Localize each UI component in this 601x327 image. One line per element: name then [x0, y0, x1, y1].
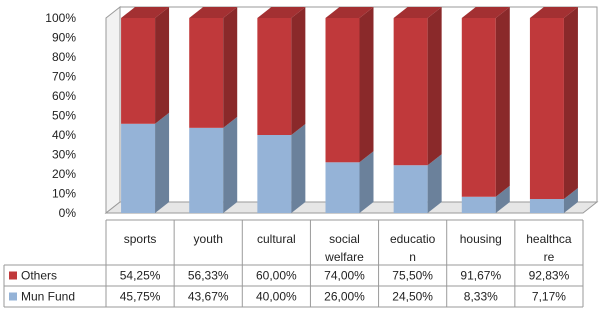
y-tick-label: 50%	[52, 109, 76, 123]
legend-swatch	[9, 271, 17, 280]
bar-side	[563, 188, 578, 213]
bar-top	[325, 7, 374, 18]
x-tick-label: social welfare	[324, 232, 364, 264]
y-tick-label: 100%	[45, 11, 76, 25]
bar-front	[325, 18, 360, 163]
bar-top	[393, 7, 442, 18]
y-tick-label: 10%	[52, 187, 76, 201]
data-label: 74,00%	[324, 269, 365, 283]
bar-side	[291, 7, 306, 135]
data-label: 91,67%	[460, 269, 501, 283]
data-label: 8,33%	[464, 290, 498, 304]
data-label: 60,00%	[256, 269, 297, 283]
bar-front	[529, 199, 564, 213]
bar-side	[495, 185, 510, 213]
bar-segment	[121, 7, 170, 124]
bar-segment	[325, 7, 374, 163]
bar-segment	[257, 124, 306, 213]
bar-side	[427, 7, 442, 166]
bar-front	[121, 123, 156, 213]
bar-front	[461, 196, 496, 213]
bar-side	[291, 124, 306, 213]
x-tick-label: sports	[124, 232, 157, 246]
bar-front	[393, 18, 428, 166]
bar-front	[257, 135, 292, 213]
bar-segment	[529, 7, 578, 200]
bar-segment	[189, 7, 238, 128]
data-label: 56,33%	[188, 269, 229, 283]
x-tick-label: youth	[194, 232, 223, 246]
x-tick-label: educatio n	[390, 232, 436, 264]
bar-front	[257, 18, 292, 135]
y-tick-label: 30%	[52, 148, 76, 162]
bar-segment	[393, 154, 442, 213]
bar-side	[223, 116, 238, 213]
bar-segment	[257, 7, 306, 135]
x-tick-label: healthca re	[526, 232, 572, 264]
bar-top	[257, 7, 306, 18]
bar-front	[461, 18, 496, 197]
bar-top	[121, 7, 170, 18]
bar-top	[529, 7, 578, 18]
data-label: 92,83%	[529, 269, 570, 283]
bar-front	[189, 127, 224, 213]
bar-segment	[461, 185, 510, 213]
bar-front	[121, 18, 156, 124]
bar-segment	[121, 112, 170, 213]
bars	[121, 7, 578, 213]
bar-top	[189, 7, 238, 18]
bar-front	[393, 165, 428, 213]
data-label: 7,17%	[532, 290, 566, 304]
bar-side	[563, 7, 578, 200]
bar-segment	[461, 7, 510, 197]
bar-side	[495, 7, 510, 197]
bar-segment	[325, 151, 374, 213]
x-tick-label: housing	[460, 232, 502, 246]
bar-side	[155, 112, 170, 213]
y-tick-label: 20%	[52, 167, 76, 181]
bar-side	[155, 7, 170, 124]
data-label: 75,50%	[392, 269, 433, 283]
legend-label: Others	[21, 269, 57, 283]
bar-segment	[393, 7, 442, 166]
y-tick-label: 80%	[52, 50, 76, 64]
data-label: 40,00%	[256, 290, 297, 304]
x-tick-label: cultural	[257, 232, 296, 246]
data-label: 26,00%	[324, 290, 365, 304]
y-tick-label: 40%	[52, 128, 76, 142]
bar-top	[461, 7, 510, 18]
data-label: 24,50%	[392, 290, 433, 304]
side-wall	[105, 5, 121, 215]
bar-front	[325, 162, 360, 213]
data-table: sports youth cultural social welfare educatio…	[3, 219, 584, 308]
y-tick-label: 70%	[52, 70, 76, 84]
bar-side	[427, 154, 442, 213]
bar-side	[223, 7, 238, 128]
y-tick-label: 60%	[52, 89, 76, 103]
y-tick-label: 0%	[59, 206, 77, 220]
data-label: 45,75%	[120, 290, 161, 304]
bar-side	[359, 151, 374, 213]
data-label: 43,67%	[188, 290, 229, 304]
bar-front	[529, 18, 564, 200]
data-label: 54,25%	[120, 269, 161, 283]
y-axis-ticks: 0% 10% 20% 30% 40% 50% 60% 70% 80% 90% 100%	[45, 11, 76, 220]
legend-swatch	[9, 292, 17, 301]
legend-label: Mun Fund	[21, 290, 75, 304]
y-tick-label: 90%	[52, 31, 76, 45]
bar-side	[359, 7, 374, 163]
bar-front	[189, 18, 224, 128]
bar-segment	[529, 188, 578, 213]
bar-segment	[189, 116, 238, 213]
